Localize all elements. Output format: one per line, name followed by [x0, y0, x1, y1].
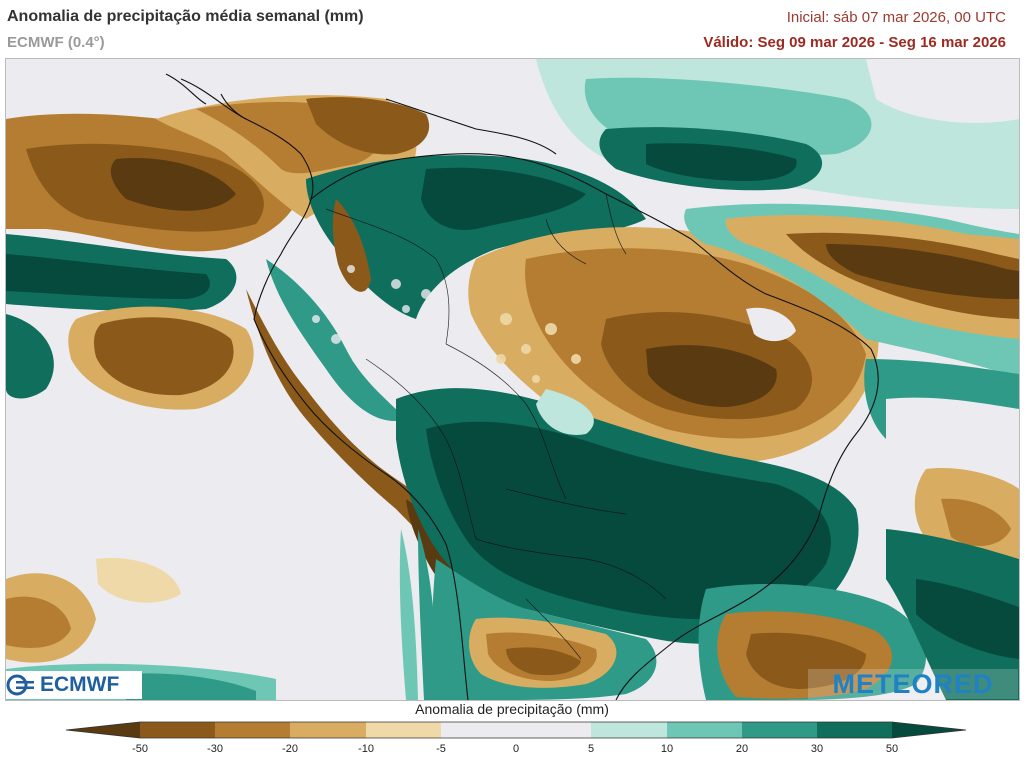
colorbar-tick-label: 50	[885, 743, 899, 755]
colorbar-segment	[817, 722, 892, 738]
colorbar-tick-label: 30	[810, 743, 824, 755]
model-label: ECMWF (0.4°)	[7, 34, 105, 51]
meteored-logo: METEORED	[808, 669, 1018, 699]
colorbar-segment	[366, 722, 441, 738]
initial-time: Inicial: sáb 07 mar 2026, 00 UTC	[786, 9, 1006, 26]
colorbar-segment	[215, 722, 290, 738]
colorbar-segment	[290, 722, 366, 738]
meteored-logo-text: METEORED	[832, 668, 994, 699]
colorbar-tick-label: 10	[660, 743, 674, 755]
ecmwf-emblem-icon	[6, 674, 34, 696]
map-title: Anomalia de precipitação média semanal (…	[7, 8, 364, 25]
colorbar-tick-label: -20	[282, 743, 298, 755]
colorbar-segment	[441, 722, 516, 738]
colorbar-arrow-low	[66, 722, 140, 738]
colorbar-arrow-high	[892, 722, 966, 738]
colorbar-tick-label: -5	[436, 743, 446, 755]
colorbar-tick-label: -10	[358, 743, 374, 755]
colorbar-tick-label: 5	[587, 743, 595, 755]
colorbar	[65, 721, 967, 739]
colorbar-tick-label: 0	[512, 743, 520, 755]
colorbar-segment	[667, 722, 742, 738]
colorbar-segment	[742, 722, 817, 738]
map-canvas	[6, 59, 1019, 700]
ecmwf-logo-text: ECMWF	[40, 673, 120, 696]
anomaly-map[interactable]	[5, 58, 1020, 701]
colorbar-segment	[516, 722, 591, 738]
valid-period: Válido: Seg 09 mar 2026 - Seg 16 mar 202…	[703, 34, 1006, 51]
colorbar-segment	[591, 722, 667, 738]
colorbar-segment	[140, 722, 215, 738]
colorbar-tick-label: -50	[132, 743, 148, 755]
legend-title: Anomalia de precipitação (mm)	[415, 701, 609, 717]
colorbar-tick-label: -30	[207, 743, 223, 755]
colorbar-tick-label: 20	[735, 743, 749, 755]
colorbar-outline	[65, 721, 967, 739]
ecmwf-logo: ECMWF	[6, 671, 142, 699]
